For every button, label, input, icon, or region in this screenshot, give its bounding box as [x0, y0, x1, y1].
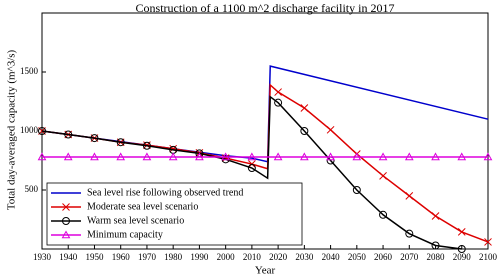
series-line [41, 95, 462, 250]
legend-marker [62, 217, 70, 225]
x-tick-label: 2070 [400, 252, 419, 262]
x-tick-label: 2090 [453, 252, 472, 262]
marker [379, 210, 388, 219]
marker [300, 127, 309, 135]
marker [168, 152, 178, 161]
x-tick-label: 1990 [190, 252, 209, 262]
x-tick-label: 2010 [243, 252, 262, 262]
legend-label: Minimum capacity [87, 229, 163, 240]
marker [63, 152, 73, 161]
x-tick-label: 2040 [322, 252, 341, 262]
y-tick-label: 500 [25, 184, 39, 194]
x-tick-label: 1980 [164, 252, 183, 262]
x-tick-label: 2020 [269, 252, 288, 262]
marker [274, 98, 283, 107]
marker [326, 152, 335, 161]
marker [404, 152, 414, 161]
marker [64, 130, 73, 139]
marker [431, 212, 440, 220]
x-tick-label: 2030 [295, 252, 314, 262]
x-tick-label: 1930 [33, 252, 52, 262]
marker [247, 152, 257, 161]
marker [247, 164, 256, 173]
marker [457, 152, 467, 161]
marker [457, 245, 466, 253]
legend-label: Moderate sea level scenario [87, 201, 198, 212]
marker [352, 152, 362, 161]
legend-marker [61, 230, 71, 239]
y-tick-label: 1000 [20, 125, 39, 135]
y-axis-label: Total day-averaged capacity (m^3/s) [6, 49, 18, 210]
marker [116, 138, 125, 147]
marker [38, 127, 46, 135]
x-tick-label: 2060 [374, 252, 393, 262]
marker [431, 152, 440, 161]
marker [379, 171, 387, 180]
series-line [41, 65, 489, 163]
marker [405, 192, 414, 200]
legend-box [46, 182, 303, 246]
x-tick-label: 2080 [427, 252, 446, 262]
x-tick-label: 1950 [85, 252, 104, 262]
chart-title: Construction of a 1100 m^2 discharge fac… [136, 1, 395, 15]
marker [248, 160, 256, 168]
x-tick-label: 2000 [217, 252, 236, 262]
x-tick-label: 1970 [138, 252, 157, 262]
marker [483, 152, 493, 161]
marker [378, 152, 388, 161]
marker [90, 134, 99, 143]
marker [116, 152, 126, 161]
x-axis-label: Year [255, 265, 276, 277]
marker [142, 152, 152, 161]
marker [431, 241, 440, 250]
y-tick-label: 1500 [20, 66, 39, 76]
marker [484, 238, 492, 246]
marker [326, 125, 335, 134]
marker [273, 152, 283, 161]
marker [405, 229, 414, 238]
marker [274, 88, 282, 96]
x-tick-label: 2100 [479, 252, 498, 262]
marker [142, 141, 151, 150]
marker [37, 152, 47, 161]
marker [195, 152, 204, 161]
marker [169, 144, 178, 153]
x-tick-label: 1960 [112, 252, 131, 262]
x-tick-label: 1940 [59, 252, 78, 262]
legend-label: Sea level rise following observed trend [87, 187, 243, 198]
legend-marker [62, 203, 70, 211]
marker [457, 228, 466, 236]
marker [352, 186, 361, 194]
marker [221, 152, 230, 161]
x-tick-label: 2050 [348, 252, 367, 262]
marker [300, 104, 309, 112]
marker [90, 152, 99, 161]
legend-label: Warm sea level scenario [87, 215, 184, 226]
marker [300, 152, 309, 161]
